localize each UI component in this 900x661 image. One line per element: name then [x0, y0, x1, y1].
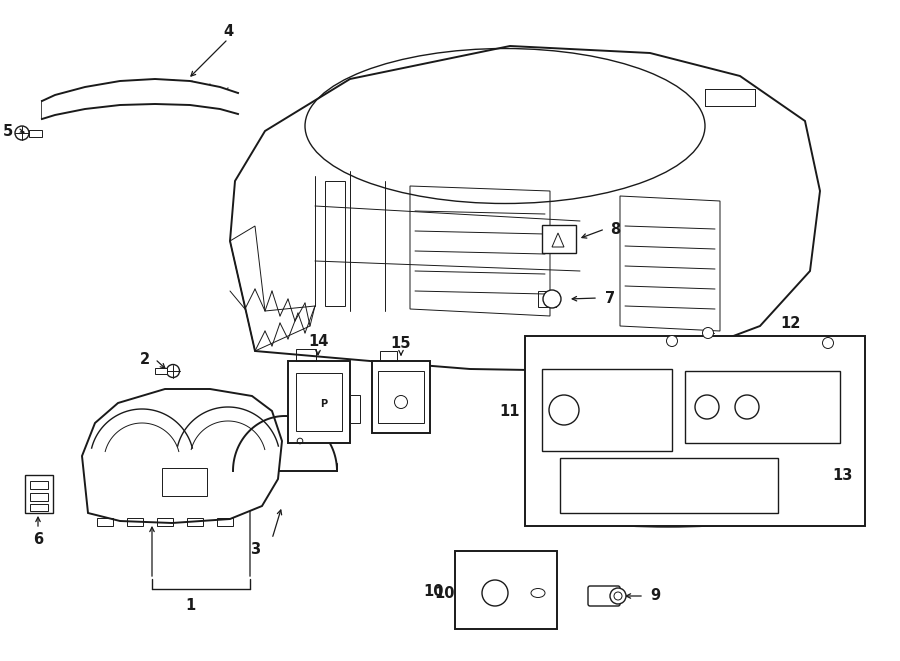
FancyBboxPatch shape [455, 551, 557, 629]
Text: 7: 7 [605, 290, 615, 305]
Text: P: P [320, 399, 328, 409]
Text: 8: 8 [610, 221, 620, 237]
Text: 3: 3 [250, 541, 260, 557]
Circle shape [703, 327, 714, 338]
Circle shape [543, 290, 561, 308]
Polygon shape [82, 389, 282, 523]
Text: 13: 13 [832, 469, 852, 483]
Text: 15: 15 [391, 336, 411, 350]
FancyBboxPatch shape [29, 130, 42, 137]
Circle shape [823, 338, 833, 348]
FancyBboxPatch shape [350, 395, 360, 423]
Text: 2: 2 [140, 352, 150, 366]
Text: 11: 11 [500, 403, 520, 418]
FancyBboxPatch shape [542, 225, 576, 253]
Circle shape [667, 336, 678, 346]
Text: 10: 10 [424, 584, 444, 598]
Text: 4: 4 [223, 24, 233, 38]
FancyBboxPatch shape [685, 371, 840, 443]
FancyBboxPatch shape [25, 475, 53, 513]
Text: 5: 5 [3, 124, 14, 139]
Circle shape [610, 588, 626, 604]
Text: 10: 10 [435, 586, 455, 600]
FancyBboxPatch shape [288, 361, 350, 443]
Text: 9: 9 [650, 588, 660, 603]
FancyBboxPatch shape [525, 336, 865, 526]
Text: 6: 6 [33, 531, 43, 547]
FancyBboxPatch shape [560, 458, 778, 513]
FancyBboxPatch shape [542, 369, 672, 451]
Text: 1: 1 [184, 598, 195, 613]
FancyBboxPatch shape [372, 361, 430, 433]
FancyBboxPatch shape [588, 586, 620, 606]
Text: 14: 14 [308, 334, 328, 348]
FancyBboxPatch shape [155, 368, 167, 374]
Text: 12: 12 [779, 315, 800, 330]
